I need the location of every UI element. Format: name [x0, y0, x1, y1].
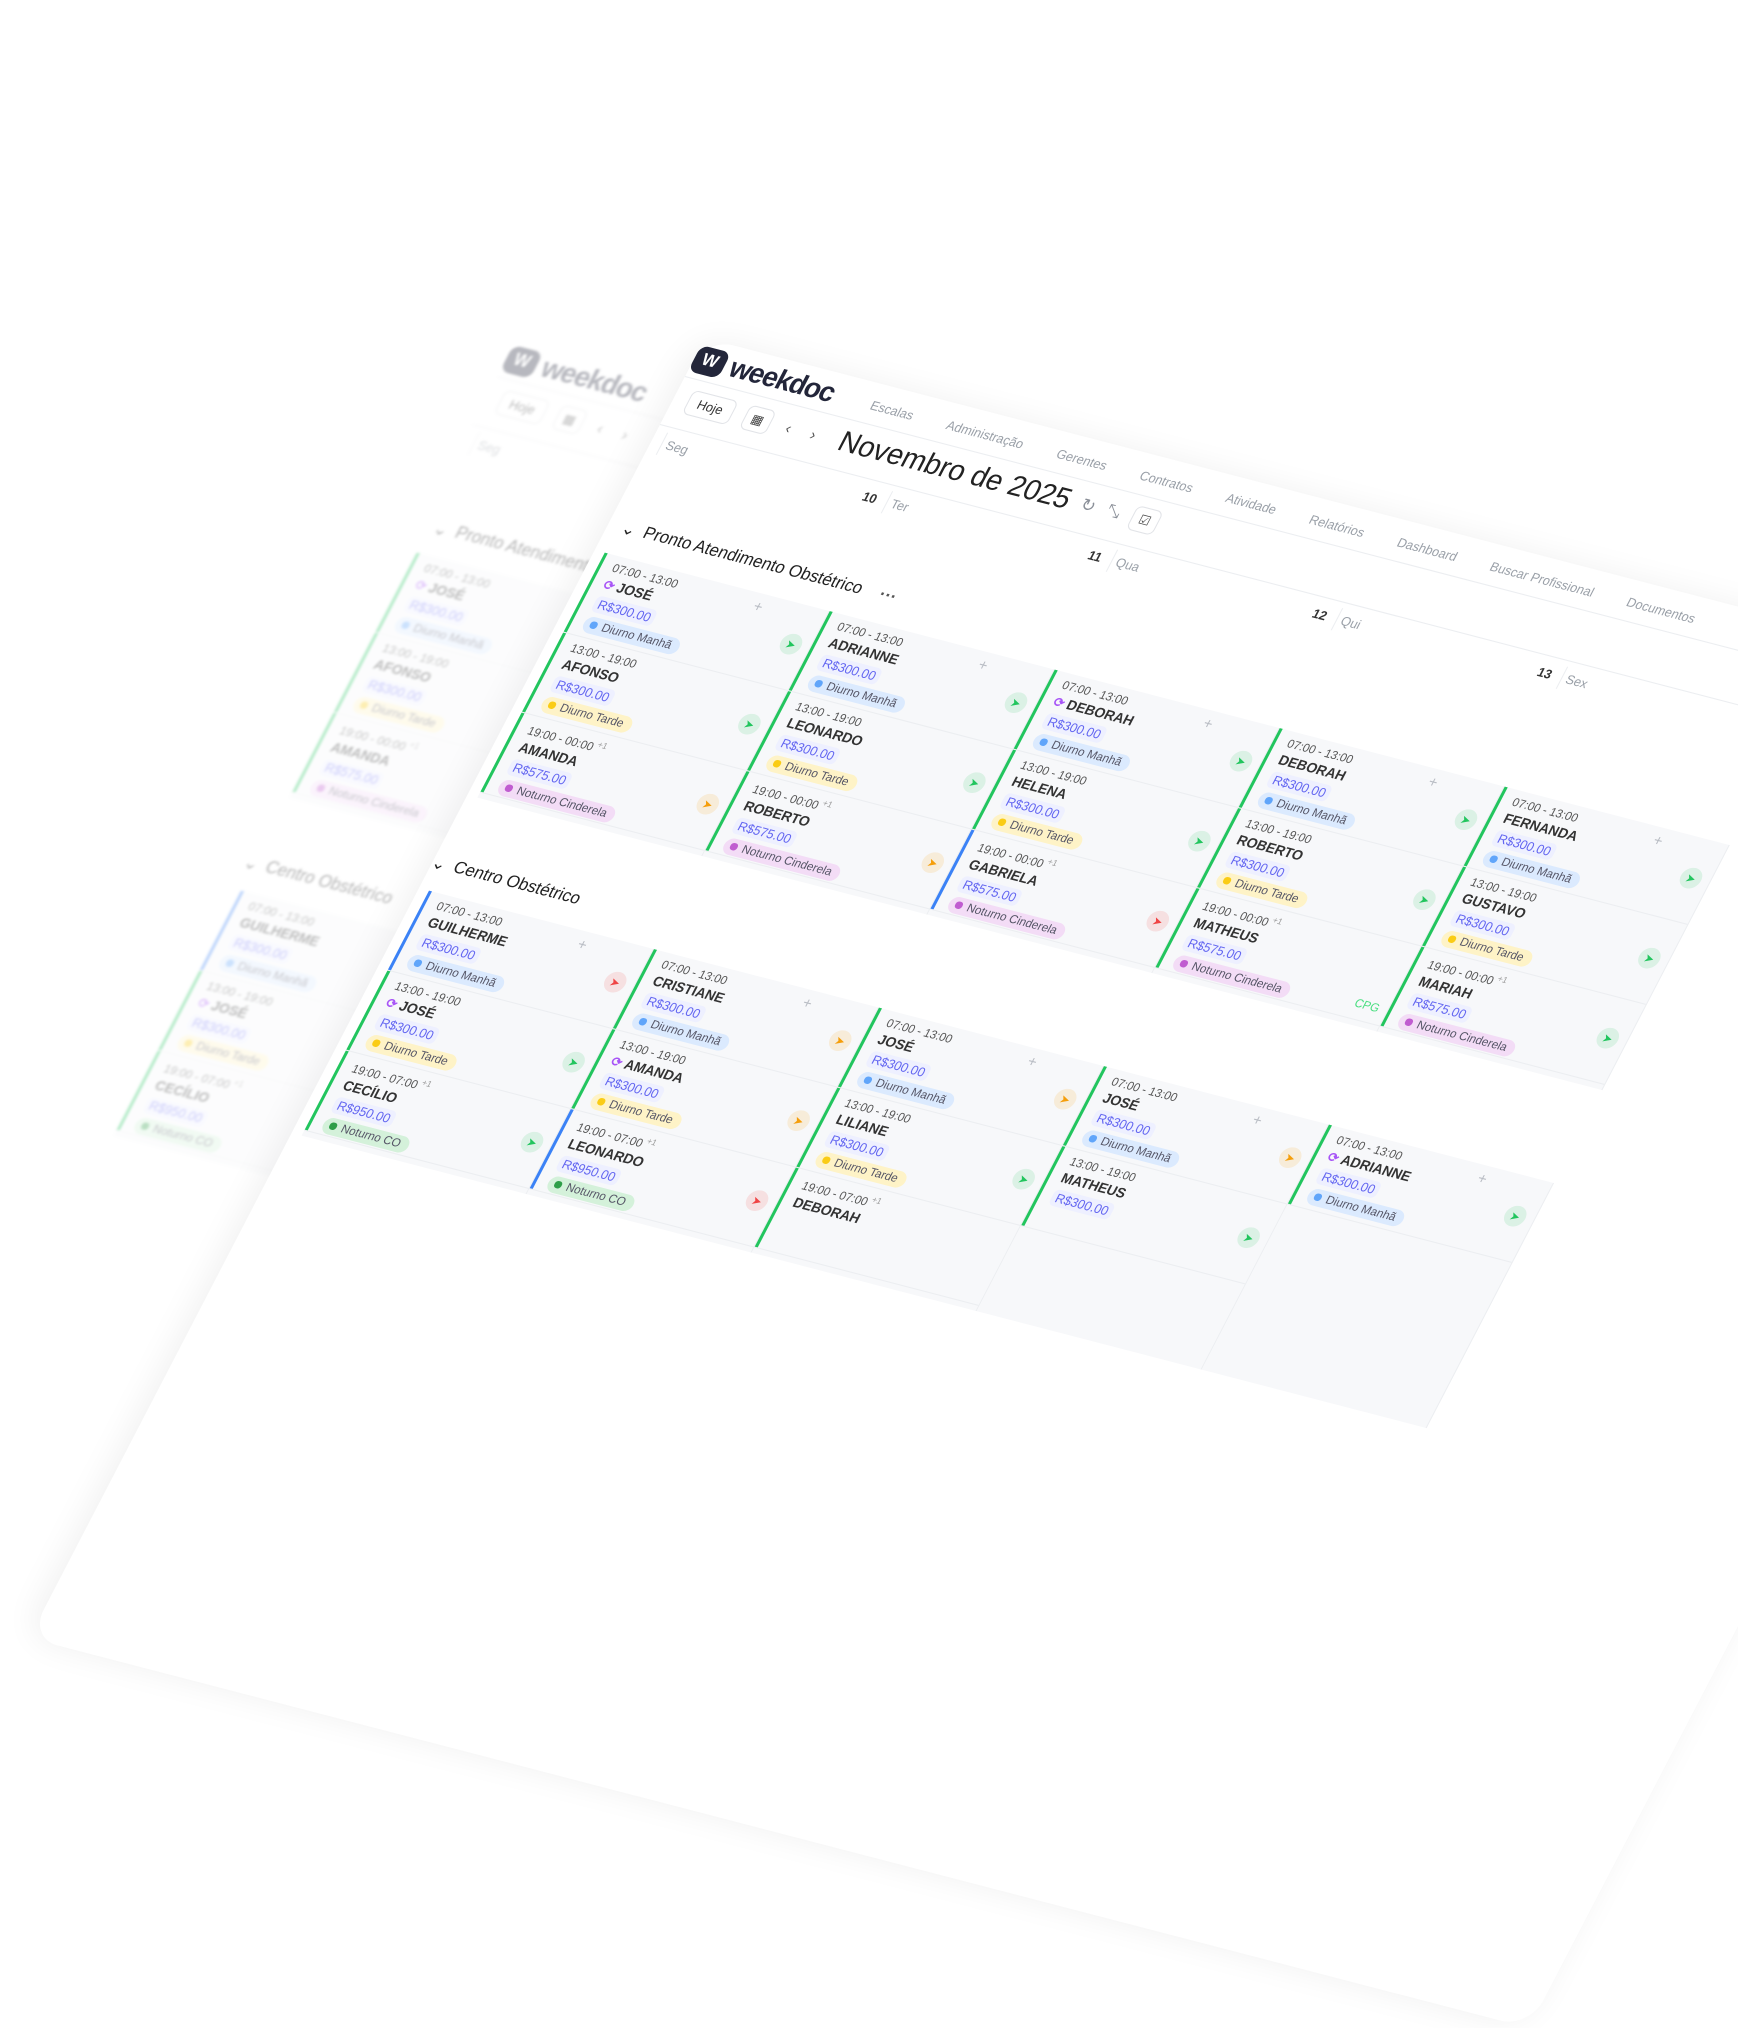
tag-dot-icon [1403, 1017, 1415, 1027]
weekday-label: Qui [1337, 613, 1364, 633]
day-number: 13 [1534, 664, 1556, 682]
today-button[interactable]: Hoje [681, 389, 739, 425]
nav-item[interactable]: Documentos [1623, 594, 1699, 627]
next-day-marker: +1 [407, 739, 422, 752]
next-day-marker: +1 [595, 739, 610, 752]
tag-dot-icon [315, 783, 327, 793]
shift-type-label: Noturno Cinderela [1414, 1018, 1510, 1054]
shift-type-label: Noturno Cinderela [739, 843, 835, 879]
tag-dot-icon [953, 900, 965, 910]
tag-dot-icon [771, 759, 783, 769]
next-day-marker: +1 [869, 1194, 884, 1207]
tag-dot-icon [1312, 1192, 1324, 1202]
tag-dot-icon [813, 679, 824, 689]
tag-dot-icon [996, 817, 1008, 827]
next-day-marker: +1 [1270, 915, 1285, 927]
tag-dot-icon [400, 620, 411, 630]
shift-card[interactable]: 07:00 - 13:00 ⟳ ADRIANNE R$300.00 Diurno … [1287, 1124, 1553, 1263]
tag-dot-icon [412, 958, 424, 968]
logo-mark-icon: W [688, 344, 732, 379]
day-number: 12 [1309, 606, 1331, 624]
chevron-down-icon: ⌄ [239, 854, 263, 875]
logo-mark-icon: W [500, 344, 544, 379]
compress-icon[interactable]: ⤡ [1102, 501, 1125, 522]
tag-dot-icon [1038, 737, 1049, 747]
tag-dot-icon [328, 1121, 339, 1131]
shift-type-label: Noturno CO [563, 1181, 629, 1209]
tag-dot-icon [546, 700, 558, 710]
tag-dot-icon [1488, 854, 1499, 864]
calendar-icon: ▦ [550, 403, 589, 435]
shift-type-tag: Noturno CO [131, 1115, 225, 1154]
next-week-button: › [619, 425, 633, 443]
day-column-header: Qua 12 [1105, 549, 1343, 631]
tag-dot-icon [503, 783, 515, 793]
prev-week-button: ‹ [594, 418, 608, 437]
nav-item[interactable]: Gerentes [1053, 446, 1111, 474]
prev-week-button[interactable]: ‹ [782, 418, 796, 437]
next-day-marker: +1 [419, 1077, 434, 1090]
next-day-marker: +1 [644, 1136, 659, 1148]
chevron-down-icon: ⌄ [429, 519, 452, 541]
shift-type-label: Noturno Cinderela [514, 784, 610, 820]
weekday-label: Qua [1112, 554, 1143, 575]
shift-type-label: Noturno Cinderela [964, 901, 1060, 937]
tag-dot-icon [1087, 1134, 1099, 1144]
nav-item[interactable]: Relatórios [1306, 512, 1368, 541]
tag-dot-icon [140, 1121, 151, 1131]
tag-dot-icon [728, 841, 740, 851]
tag-dot-icon [358, 700, 370, 710]
shift-type-label: Noturno Cinderela [1189, 960, 1285, 996]
nav-item[interactable]: Dashboard [1394, 535, 1461, 565]
next-day-marker: +1 [1045, 856, 1060, 869]
day-number: 10 [859, 489, 881, 507]
tag-dot-icon [862, 1075, 874, 1085]
tag-dot-icon [1221, 876, 1233, 886]
tag-dot-icon [588, 620, 599, 630]
tag-dot-icon [637, 1017, 649, 1027]
tag-dot-icon [371, 1038, 382, 1048]
tag-dot-icon [821, 1155, 832, 1165]
tag-dot-icon [1263, 796, 1274, 806]
cpg-badge: CPG [1351, 997, 1382, 1016]
nav-item[interactable]: Contratos [1136, 468, 1197, 496]
next-day-marker: +1 [820, 798, 835, 810]
tag-dot-icon [553, 1179, 564, 1189]
nav-item[interactable]: Atividade [1222, 490, 1280, 518]
tag-dot-icon [1178, 958, 1190, 968]
today-button: Hoje [493, 389, 551, 425]
shift-type-tag: Noturno CO [319, 1115, 413, 1154]
weekday-label: Seg [662, 437, 692, 458]
shift-type-label: Diurno Manhã [1323, 1193, 1399, 1224]
shift-type-tag: Noturno CO [544, 1174, 638, 1213]
tag-dot-icon [224, 958, 236, 968]
day-number: 11 [1085, 547, 1106, 565]
tag-dot-icon [183, 1038, 194, 1048]
calendar-icon[interactable]: ▦ [738, 403, 777, 435]
tag-dot-icon [596, 1097, 607, 1107]
checklist-icon[interactable]: ☑ [1125, 504, 1165, 536]
day-column-header: Sex [1555, 666, 1738, 748]
nav-item[interactable]: Escalas [867, 398, 917, 423]
next-week-button[interactable]: › [807, 425, 821, 443]
shift-type-label: Noturno CO [150, 1122, 216, 1150]
nav-item[interactable]: Buscar Profissional [1487, 559, 1598, 600]
weekday-label: Sex [1562, 671, 1591, 692]
refresh-icon[interactable]: ↻ [1077, 495, 1100, 516]
next-day-marker: +1 [1495, 973, 1510, 986]
more-options-icon[interactable]: ··· [875, 585, 901, 607]
tag-dot-icon [1446, 934, 1458, 944]
weekday-label: Seg [474, 437, 504, 458]
next-day-marker: +1 [231, 1077, 246, 1090]
day-column-header: Qui 13 [1330, 608, 1568, 689]
chevron-down-icon[interactable]: ⌄ [617, 519, 640, 541]
weekday-label: Ter [887, 496, 912, 515]
shift-type-label: Noturno CO [338, 1122, 404, 1150]
shift-type-label: Noturno Cinderela [326, 784, 422, 820]
